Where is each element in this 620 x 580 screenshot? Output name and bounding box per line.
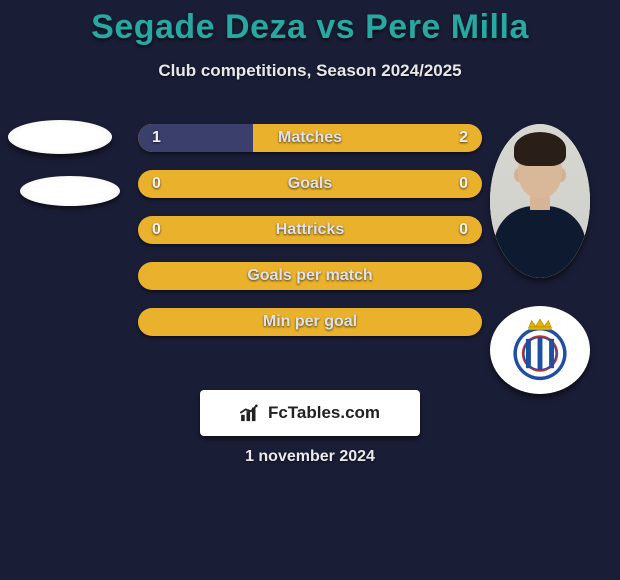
- brand-label: FcTables.com: [268, 403, 380, 423]
- generated-date: 1 november 2024: [0, 448, 620, 466]
- stat-row: Min per goal: [138, 308, 482, 336]
- stat-value-right: 0: [459, 216, 468, 244]
- stat-value-left: 0: [152, 170, 161, 198]
- stat-label: Matches: [138, 124, 482, 152]
- stat-label: Goals: [138, 170, 482, 198]
- stat-label: Goals per match: [138, 262, 482, 290]
- stat-value-right: 0: [459, 170, 468, 198]
- stat-row: Goals0 0: [138, 170, 482, 198]
- stat-row: Matches1 2: [138, 124, 482, 152]
- player-right-photo: [490, 124, 590, 278]
- espanyol-crest-icon: [505, 315, 575, 385]
- stat-label: Min per goal: [138, 308, 482, 336]
- player-left-photo-placeholder: [8, 120, 112, 154]
- stat-label: Hattricks: [138, 216, 482, 244]
- stat-row: Hattricks0 0: [138, 216, 482, 244]
- club-left-badge-placeholder: [20, 176, 120, 206]
- brand-box: FcTables.com: [200, 390, 420, 436]
- bar-chart-icon: [240, 404, 262, 422]
- stat-value-left: 1: [152, 124, 161, 152]
- club-right-badge: [490, 306, 590, 394]
- comparison-subtitle: Club competitions, Season 2024/2025: [0, 61, 620, 81]
- stat-row: Goals per match: [138, 262, 482, 290]
- stats-container: Matches12Goals00Hattricks00Goals per mat…: [138, 124, 482, 354]
- stat-value-right: 2: [459, 124, 468, 152]
- stat-value-left: 0: [152, 216, 161, 244]
- comparison-title: Segade Deza vs Pere Milla: [0, 0, 620, 47]
